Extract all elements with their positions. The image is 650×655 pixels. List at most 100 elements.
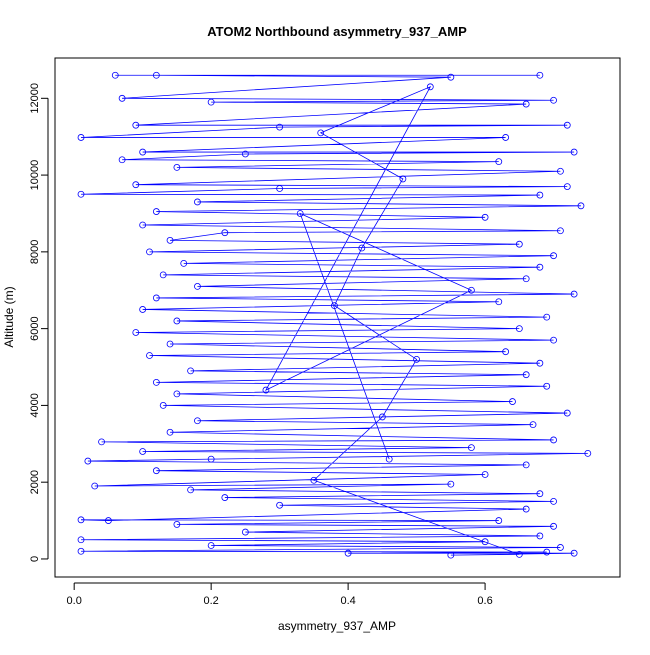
data-point xyxy=(132,181,140,189)
x-tick-label: 0.6 xyxy=(477,595,492,607)
data-point xyxy=(509,398,516,405)
data-point xyxy=(152,467,160,475)
data-point xyxy=(502,134,510,141)
data-point xyxy=(111,71,119,79)
data-point xyxy=(152,71,160,79)
data-point xyxy=(570,549,578,557)
data-point xyxy=(118,156,126,164)
data-point xyxy=(132,329,140,336)
data-point xyxy=(77,547,85,555)
data-point xyxy=(77,516,85,524)
data-point xyxy=(550,336,557,344)
data-point xyxy=(522,505,530,513)
data-marks xyxy=(77,71,592,559)
data-point xyxy=(557,544,564,551)
data-point xyxy=(173,521,181,528)
data-point xyxy=(495,298,503,306)
data-point xyxy=(495,158,503,166)
data-point xyxy=(194,198,201,206)
data-point xyxy=(481,471,489,478)
data-point xyxy=(173,317,181,325)
data-point xyxy=(221,494,229,501)
data-point xyxy=(221,229,229,237)
data-point xyxy=(139,448,147,455)
data-point xyxy=(241,150,249,158)
x-tick-label: 0.4 xyxy=(340,595,355,607)
y-tick-label: 4000 xyxy=(29,393,41,417)
data-point xyxy=(550,252,557,260)
data-point xyxy=(276,123,284,131)
data-point xyxy=(529,421,537,429)
data-point xyxy=(173,390,181,398)
data-point xyxy=(296,210,304,217)
data-point xyxy=(543,548,551,556)
data-point xyxy=(543,382,551,390)
data-point xyxy=(570,148,578,156)
data-point xyxy=(550,436,557,444)
data-point xyxy=(399,175,407,183)
data-point xyxy=(105,517,112,524)
data-point xyxy=(522,275,530,283)
data-point xyxy=(180,259,188,267)
data-point xyxy=(378,413,386,421)
data-point xyxy=(187,367,195,375)
data-point xyxy=(146,352,153,359)
data-point xyxy=(276,185,284,192)
data-point xyxy=(152,208,160,215)
data-point xyxy=(262,386,270,394)
data-point xyxy=(495,517,503,524)
chart-title: ATOM2 Northbound asymmetry_937_AMP xyxy=(207,24,467,39)
data-point xyxy=(536,71,544,79)
series-line xyxy=(81,74,588,556)
data-point xyxy=(118,94,126,102)
y-axis-label: Altitude (m) xyxy=(2,286,16,347)
data-point xyxy=(152,294,160,302)
data-point xyxy=(557,227,564,235)
data-point xyxy=(77,536,85,544)
y-tick-label: 2000 xyxy=(29,470,41,494)
data-point xyxy=(557,167,564,175)
x-tick-label: 0.0 xyxy=(67,595,82,607)
data-point xyxy=(385,455,393,463)
data-point xyxy=(241,528,249,536)
data-point xyxy=(344,549,352,557)
data-point xyxy=(584,449,592,457)
plot-frame xyxy=(54,57,621,578)
y-tick-label: 12000 xyxy=(29,83,41,114)
data-point xyxy=(515,550,523,558)
axes: 0.0 0.2 0.4 0.6 0 2000 4000 6000 8000 10000 12000 xyxy=(29,83,493,607)
data-point xyxy=(187,486,195,494)
data-point xyxy=(570,290,578,298)
data-point xyxy=(515,240,523,248)
data-point xyxy=(543,313,551,321)
data-point xyxy=(317,129,325,137)
data-point xyxy=(550,96,557,104)
data-point xyxy=(159,271,167,279)
y-tick-label: 10000 xyxy=(29,160,41,191)
data-point xyxy=(447,73,455,81)
data-point xyxy=(536,532,544,540)
data-point xyxy=(139,148,147,156)
data-point xyxy=(91,482,99,490)
data-point xyxy=(577,202,585,210)
y-tick-label: 6000 xyxy=(29,316,41,340)
data-point xyxy=(159,402,167,409)
data-point xyxy=(152,378,160,386)
data-point xyxy=(536,191,544,199)
data-point xyxy=(331,302,338,309)
data-point xyxy=(522,100,530,108)
y-tick-label: 0 xyxy=(29,556,41,562)
data-point xyxy=(310,476,318,484)
data-point xyxy=(98,438,105,446)
data-point xyxy=(522,371,530,379)
data-point xyxy=(563,183,571,190)
data-point xyxy=(536,490,544,498)
data-point xyxy=(515,325,523,333)
data-point xyxy=(146,248,153,256)
data-point xyxy=(467,444,475,452)
data-point xyxy=(77,134,85,141)
data-point xyxy=(194,283,201,290)
data-point xyxy=(132,121,140,129)
